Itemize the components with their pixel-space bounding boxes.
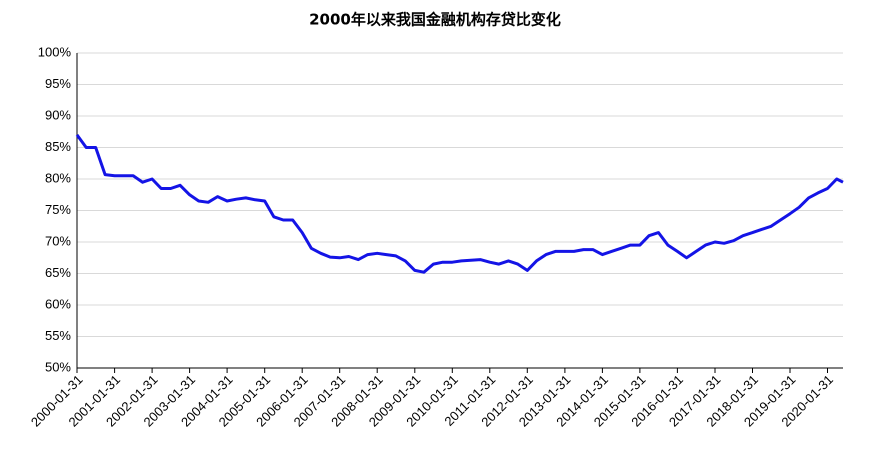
- y-tick-label: 75%: [45, 202, 71, 217]
- y-tick-label: 55%: [45, 328, 71, 343]
- data-line: [75, 134, 844, 274]
- y-tick-label: 80%: [45, 170, 71, 185]
- y-tick-label: 65%: [45, 265, 71, 280]
- y-tick-label: 85%: [45, 139, 71, 154]
- y-tick-label: 90%: [45, 107, 71, 122]
- y-tick-label: 50%: [45, 359, 71, 374]
- y-tick-label: 100%: [38, 44, 72, 59]
- chart-title: 2000年以来我国金融机构存贷比变化: [309, 11, 561, 29]
- y-tick-label: 70%: [45, 233, 71, 248]
- y-tick-label: 60%: [45, 296, 71, 311]
- y-tick-label: 95%: [45, 76, 71, 91]
